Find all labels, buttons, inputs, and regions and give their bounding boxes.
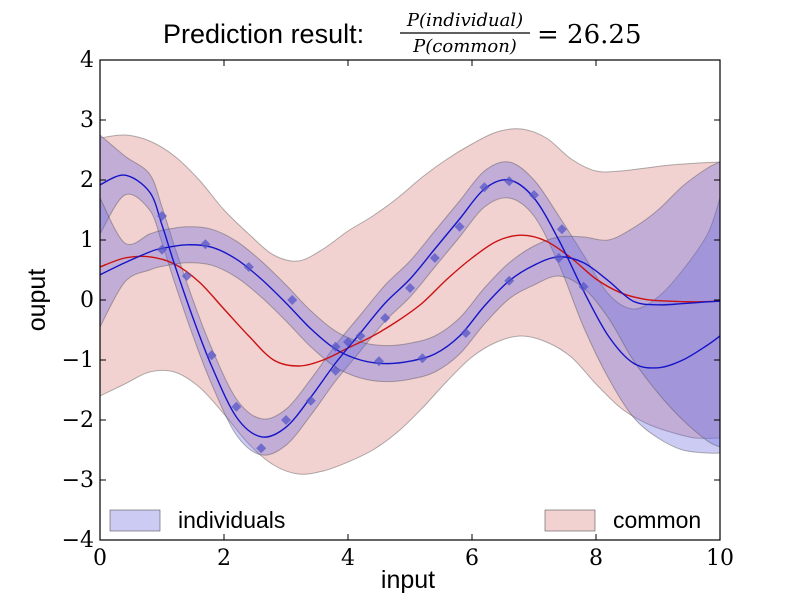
observation-point-25: [529, 190, 539, 200]
legend-label-individuals: individuals: [178, 507, 285, 533]
legend-label-common: common: [613, 507, 701, 533]
legend-swatch-common: [544, 509, 596, 532]
observation-point-7: [256, 443, 267, 454]
legend-swatch-individuals: [109, 509, 161, 532]
observation-point-23: [504, 176, 515, 187]
observation-point-28: [578, 281, 589, 292]
plot-area: [100, 128, 720, 475]
x-axis-label: input: [381, 566, 435, 594]
observation-point-15: [374, 356, 384, 367]
observation-point-2: [181, 271, 192, 281]
observation-point-5: [231, 401, 242, 412]
observation-point-16: [380, 313, 391, 323]
y-tick-label-1: 1: [80, 228, 94, 253]
observation-point-20: [454, 221, 465, 232]
y-tick-label--2: −2: [62, 408, 94, 433]
individual-1-mean-line: [100, 174, 720, 438]
legend: individuals common: [109, 507, 701, 533]
observation-point-1: [157, 244, 167, 255]
title-denominator: P(common): [412, 36, 517, 57]
observation-point-21: [460, 328, 471, 338]
individual-2-confidence-band: [100, 161, 720, 448]
title-prefix: Prediction result:: [163, 19, 364, 49]
title-equals-value: = 26.25: [537, 20, 641, 50]
y-axis-label: ouput: [23, 269, 51, 332]
common-mean-line: [100, 234, 720, 367]
individual-2-mean-line: [100, 244, 720, 365]
observation-point-10: [305, 395, 316, 406]
observation-point-18: [417, 353, 428, 364]
observation-point-11: [330, 365, 341, 376]
x-tick-label-2: 2: [217, 546, 231, 571]
observation-point-3: [200, 239, 211, 250]
y-tick-label--3: −3: [62, 468, 94, 493]
y-tick-label-4: 4: [80, 48, 94, 73]
x-tick-label-0: 0: [93, 546, 107, 571]
x-tick-label-6: 6: [465, 546, 479, 571]
observation-point-0: [157, 211, 167, 221]
y-tick-label-0: 0: [80, 288, 94, 313]
title-numerator: P(individual): [406, 10, 523, 31]
observation-point-17: [405, 283, 415, 293]
observation-point-19: [429, 253, 440, 263]
observation-point-22: [479, 182, 490, 193]
observation-point-24: [504, 275, 515, 286]
observation-point-6: [243, 262, 254, 272]
x-tick-label-4: 4: [341, 546, 355, 571]
y-tick-label--1: −1: [62, 348, 94, 373]
common-confidence-band: [100, 128, 720, 475]
axis-ticks: 0 2 4 6 8 10 −4 −3 −2 −1 0 1 2 3 4: [62, 48, 734, 571]
observation-point-12: [330, 341, 341, 352]
observation-point-9: [287, 295, 298, 305]
chart-title: Prediction result: P(individual) P(commo…: [163, 10, 641, 57]
x-tick-label-10: 10: [706, 546, 734, 571]
observation-point-27: [556, 224, 567, 235]
observation-point-4: [206, 350, 217, 361]
observation-point-14: [355, 331, 366, 341]
observation-point-13: [343, 337, 353, 347]
observation-point-8: [281, 415, 291, 425]
y-tick-label--4: −4: [62, 528, 94, 553]
y-tick-label-3: 3: [80, 108, 94, 133]
x-tick-label-8: 8: [589, 546, 603, 571]
observation-point-26: [553, 253, 564, 263]
y-tick-label-2: 2: [80, 168, 94, 193]
